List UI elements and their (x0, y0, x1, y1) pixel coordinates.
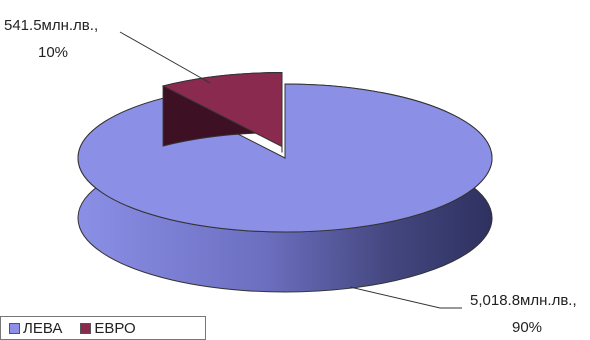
data-label-evro-value: 541.5млн.лв., (4, 17, 98, 34)
leader-line-evro (119, 31, 211, 84)
legend-item-leva: ЛЕВА (9, 320, 62, 337)
leader-line-leva (349, 286, 462, 309)
legend-label-evro: ЕВРО (94, 319, 136, 337)
chart-legend: ЛЕВА ЕВРО (0, 316, 206, 340)
legend-item-evro: ЕВРО (80, 319, 136, 337)
legend-swatch-evro (80, 322, 92, 334)
slice-top-leva (77, 83, 493, 233)
slice-top-evro (161, 72, 283, 148)
data-label-leva-value: 5,018.8млн.лв., (470, 292, 577, 309)
data-label-leva-percent: 90% (512, 319, 542, 336)
data-label-evro-percent: 10% (38, 44, 68, 61)
legend-label-leva: ЛЕВА (23, 319, 63, 337)
legend-swatch-leva (9, 322, 20, 334)
